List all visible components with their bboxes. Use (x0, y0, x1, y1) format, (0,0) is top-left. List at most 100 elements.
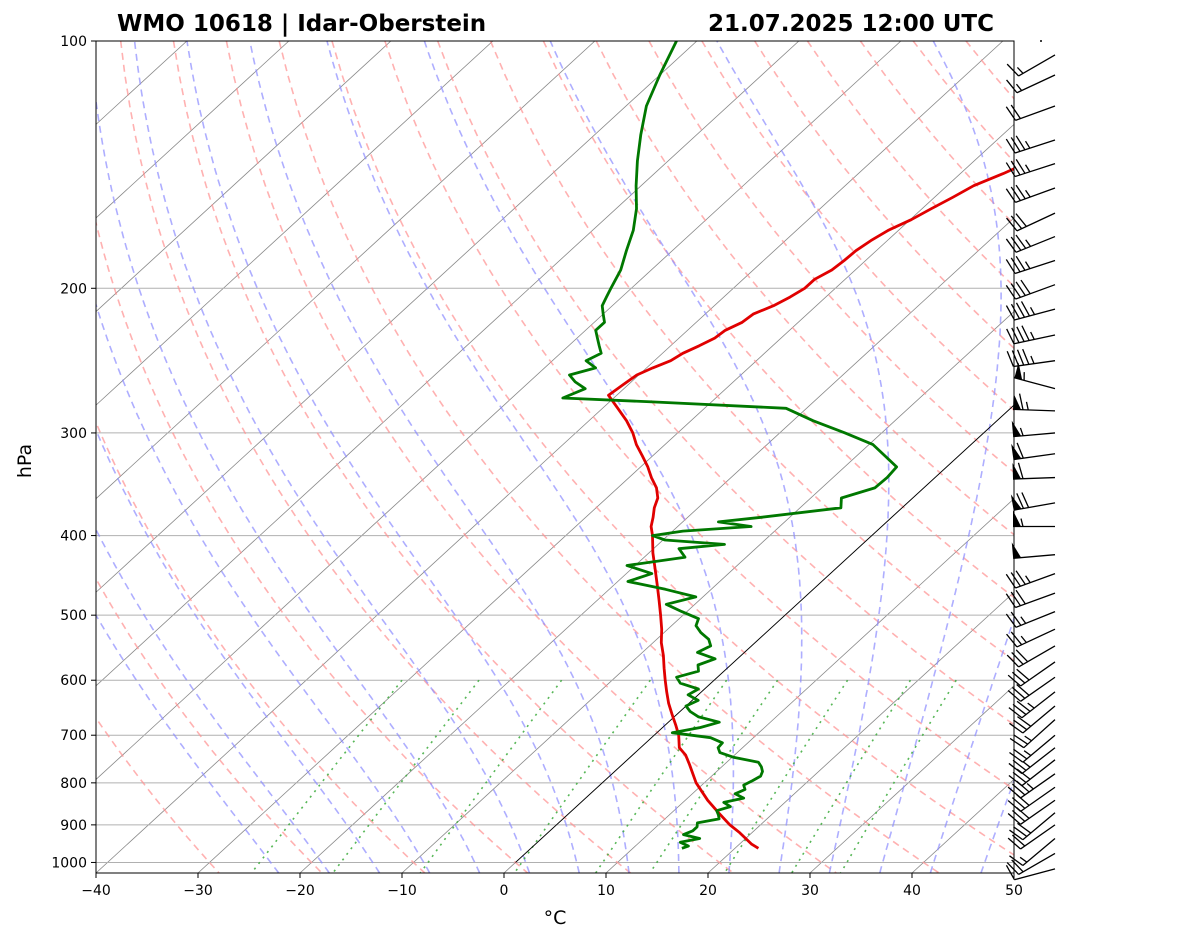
barb-half (1015, 83, 1023, 91)
dry-adiabat-line (701, 41, 1014, 412)
plot-frame (95, 40, 1015, 874)
barb-full (1005, 138, 1016, 154)
barb-full (1005, 162, 1016, 177)
barb-staff (1021, 691, 1056, 719)
barb-full (1008, 775, 1023, 787)
dry-adiabat-line (1019, 41, 1181, 873)
dry-adiabat-line (965, 41, 1014, 100)
barb-staff (1013, 334, 1056, 345)
wind-barb (1010, 492, 1056, 511)
isotherm-line (96, 41, 392, 313)
mixing-ratio-line (513, 679, 651, 873)
barb-staff (1015, 592, 1056, 609)
isotherm-line (707, 591, 1014, 873)
isotherm-line (1116, 41, 1181, 873)
barb-full (1015, 159, 1026, 174)
barb-half (1025, 575, 1031, 583)
wind-barb (1005, 234, 1056, 253)
wind-barb (1011, 442, 1056, 461)
barb-staff (1020, 676, 1056, 702)
x-tick-label: −40 (81, 883, 111, 899)
moist-adiabat-line (549, 41, 803, 873)
x-tick-label: −30 (183, 883, 213, 899)
wind-barb (1005, 570, 1056, 589)
barb-staff (1016, 74, 1056, 94)
barb-half (1019, 427, 1024, 436)
x-tick-label: 30 (801, 883, 819, 899)
isotherm-line (809, 685, 1014, 873)
mixing-ratio-line (791, 679, 912, 873)
barb-staff (1013, 432, 1056, 438)
barb-staff (1014, 377, 1056, 390)
dry-adiabat-line (96, 219, 529, 873)
wind-barb (1009, 719, 1056, 749)
barb-staff (1022, 837, 1056, 866)
moist-adiabat-line (186, 41, 580, 873)
chart-title-left: WMO 10618 | Idar-Oberstein (117, 11, 486, 37)
barb-full (1011, 834, 1026, 847)
mixing-ratio-line (332, 679, 480, 873)
barb-full (1006, 217, 1018, 232)
barb-full (1015, 234, 1027, 249)
isotherm-line (197, 123, 1014, 873)
y-axis-ticks: 100 200 300 400 500 600 700 800 900 1000 (51, 34, 96, 871)
barb-half (1030, 355, 1035, 364)
barb-full (1017, 716, 1032, 727)
wind-barb (1005, 301, 1056, 321)
wind-barb (1005, 255, 1056, 275)
barb-full (1009, 737, 1025, 749)
wind-barb (1006, 645, 1056, 668)
barb-full (1005, 864, 1015, 881)
isotherm-line (299, 217, 1014, 873)
isotherm-line (0, 41, 85, 873)
barb-staff (1015, 610, 1056, 628)
barb-full (1008, 707, 1023, 719)
barb-full (1010, 591, 1021, 607)
x-tick-label: −20 (285, 883, 315, 899)
wind-barb (1006, 325, 1056, 345)
moist-adiabat-line (96, 527, 330, 873)
barb-full (1013, 719, 1028, 731)
barb-full (1005, 573, 1017, 589)
barb-half (1025, 239, 1032, 247)
moist-adiabat-line (980, 778, 1014, 873)
isotherm-line (96, 41, 290, 219)
barb-staff (1016, 628, 1056, 648)
y-tick-label: 600 (60, 673, 87, 689)
barb-half (1023, 750, 1032, 757)
mixing-ratio-line (419, 679, 563, 873)
barb-staff (1021, 747, 1056, 775)
barb-staff (1018, 645, 1056, 668)
barb-full (1009, 722, 1024, 734)
barb-full (1011, 687, 1026, 699)
barb-full (1015, 184, 1026, 200)
barb-half (1026, 783, 1034, 790)
barb-full (1011, 783, 1026, 796)
barb-full (1006, 63, 1020, 77)
moist-adiabat-line (96, 613, 280, 873)
wind-barb (1005, 184, 1056, 203)
barb-full (1016, 493, 1025, 509)
wind-barb (1005, 589, 1056, 609)
y-tick-label: 100 (60, 34, 87, 50)
barb-full (1005, 238, 1017, 253)
wind-barb (1005, 610, 1056, 628)
barb-full (1010, 303, 1021, 319)
barb-full (1010, 160, 1021, 176)
wind-barb (1005, 864, 1056, 881)
y-tick-label: 300 (60, 426, 87, 442)
barb-full (1008, 762, 1023, 775)
wind-barbs (1005, 40, 1056, 881)
barb-pennant (1011, 420, 1022, 437)
barb-full (1016, 326, 1025, 342)
barb-full (1015, 281, 1026, 296)
x-tick-label: 0 (500, 883, 509, 899)
barb-full (1010, 631, 1023, 646)
background-lines (0, 41, 1181, 873)
barb-staff (1020, 773, 1056, 799)
barb-full (1021, 325, 1030, 341)
wind-barb (1005, 159, 1056, 178)
dry-adiabat-line (595, 41, 1014, 536)
barb-half (1016, 67, 1024, 74)
